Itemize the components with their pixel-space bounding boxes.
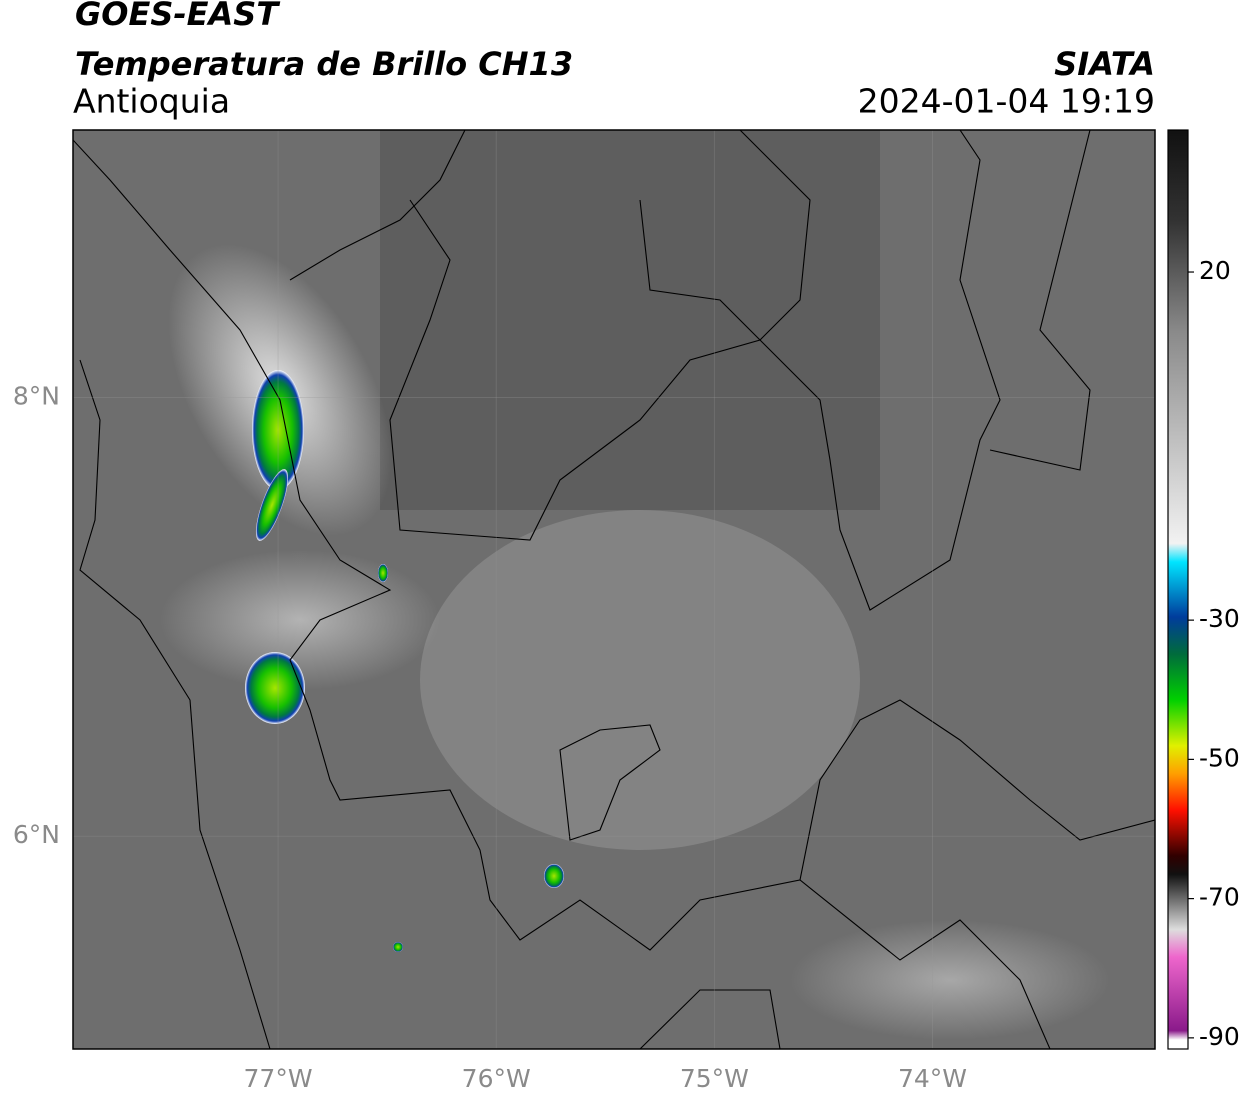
convective-cell bbox=[245, 652, 305, 724]
x-tick-label: 74°W bbox=[898, 1064, 967, 1093]
colorbar bbox=[1167, 129, 1189, 1050]
y-tick-label: 6°N bbox=[13, 820, 60, 849]
x-tick-label: 76°W bbox=[462, 1064, 531, 1093]
colorbar-tick-label: -30 bbox=[1199, 604, 1240, 633]
map-highland bbox=[420, 510, 860, 850]
border-line bbox=[989, 130, 1091, 471]
coastline bbox=[289, 130, 466, 281]
coastline bbox=[79, 359, 271, 1049]
region: Antioquia bbox=[73, 82, 230, 121]
convective-cell bbox=[252, 370, 304, 490]
border-line bbox=[639, 130, 1001, 611]
datetime: 2024-01-04 19:19 bbox=[858, 82, 1155, 121]
colorbar-tick-label: -90 bbox=[1199, 1022, 1240, 1051]
map-image bbox=[73, 130, 1155, 1049]
x-tick-label: 77°W bbox=[244, 1064, 313, 1093]
cloud-glow bbox=[790, 920, 1110, 1040]
source: SIATA bbox=[1054, 45, 1155, 83]
border-line bbox=[389, 130, 811, 541]
x-tick-label: 75°W bbox=[680, 1064, 749, 1093]
graticule bbox=[73, 130, 1155, 1049]
map-frame bbox=[72, 129, 1156, 1050]
convective-cell bbox=[255, 469, 289, 541]
colorbar-tick-label: -50 bbox=[1199, 743, 1240, 772]
cloud-glow bbox=[160, 550, 440, 690]
colorbar-tick-label: -70 bbox=[1199, 883, 1240, 912]
subtitle: Temperatura de Brillo CH13 bbox=[75, 45, 573, 83]
convective-cell bbox=[378, 564, 388, 582]
colorbar-tick-label: 20 bbox=[1199, 256, 1231, 285]
border-line bbox=[639, 989, 781, 1049]
map-dark-area bbox=[380, 130, 880, 510]
convective-cell bbox=[544, 864, 564, 888]
y-tick-label: 8°N bbox=[13, 382, 60, 411]
convective-cell bbox=[393, 942, 403, 952]
border-line bbox=[799, 699, 1155, 881]
title: GOES-EAST bbox=[75, 0, 280, 33]
border-line bbox=[559, 724, 661, 841]
header: GOES-EAST Temperatura de Brillo CH13 Ant… bbox=[73, 0, 1155, 121]
